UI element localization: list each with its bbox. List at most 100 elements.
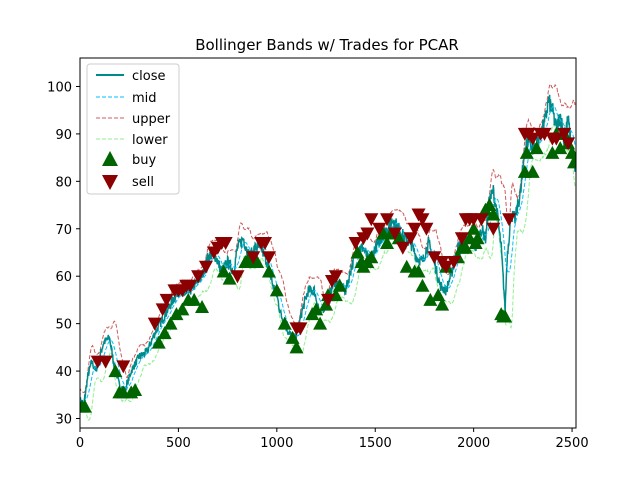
buy-marker — [486, 207, 501, 221]
sell-marker — [348, 237, 363, 250]
buy-marker — [195, 300, 210, 314]
buy-marker — [175, 302, 190, 316]
legend: close mid upper lower buy sell — [86, 63, 180, 195]
buy-marker — [466, 221, 481, 235]
sell-marker — [372, 222, 387, 236]
legend-buy-label: buy — [132, 153, 156, 168]
buy-marker — [289, 340, 304, 354]
x-tick-label: 1500 — [359, 436, 392, 451]
buy-marker — [498, 309, 513, 323]
buy-marker — [187, 292, 202, 306]
sell-marker — [328, 270, 343, 284]
legend-sell-marker — [102, 175, 118, 190]
buy-marker — [222, 271, 237, 285]
y-tick-label: 30 — [55, 413, 72, 428]
legend-mid-label: mid — [132, 91, 157, 106]
sell-marker — [427, 251, 442, 265]
sell-marker — [380, 213, 395, 227]
y-tick-label: 60 — [55, 270, 72, 285]
sell-marker — [364, 213, 379, 227]
sell-marker — [395, 241, 410, 255]
sell-marker — [549, 132, 564, 146]
sell-marker — [258, 237, 273, 250]
y-tick-label: 90 — [55, 128, 72, 143]
series-lower — [80, 123, 576, 422]
sell-marker — [474, 213, 489, 227]
sell-marker — [557, 127, 572, 141]
buy-marker — [529, 141, 544, 155]
buy-marker — [313, 316, 328, 330]
buy-marker — [157, 326, 172, 340]
x-tick-label: 2000 — [457, 436, 490, 451]
sell-marker — [419, 222, 434, 236]
sell-marker — [147, 317, 162, 331]
buy-marker — [567, 155, 576, 169]
buy-marker — [261, 264, 276, 278]
buy-marker — [470, 231, 485, 245]
buy-marker — [482, 198, 497, 212]
buy-marker — [364, 250, 379, 264]
sell-marker — [561, 137, 576, 151]
sell-marker — [403, 232, 418, 246]
buy-marker — [350, 245, 365, 259]
y-tick-label: 100 — [47, 80, 72, 95]
sell-marker — [321, 293, 335, 307]
chart-title: Bollinger Bands w/ Trades for PCAR — [195, 36, 459, 54]
sell-marker — [502, 213, 517, 227]
buy-marker — [525, 164, 540, 178]
buy-marker — [380, 236, 395, 249]
buy-marker — [250, 254, 265, 268]
sell-marker — [415, 213, 430, 227]
sell-marker — [159, 293, 174, 307]
sell-marker — [246, 251, 261, 265]
buy-marker — [285, 330, 300, 344]
buy-marker — [553, 141, 568, 155]
buy-marker — [411, 264, 426, 278]
buy-marker — [435, 297, 450, 311]
axes: 0 500 1000 1500 2000 2500 30 40 50 60 70 80 90 100 — [47, 80, 588, 451]
buy-marker — [269, 283, 284, 297]
sell-marker — [387, 227, 402, 241]
y-tick-label: 40 — [55, 365, 72, 380]
sell-marker — [525, 132, 540, 146]
sell-marker — [191, 270, 206, 284]
y-tick-label: 80 — [55, 175, 72, 190]
buy-marker — [399, 259, 414, 273]
buy-marker — [431, 288, 446, 302]
buy-marker — [458, 240, 473, 254]
legend-lower-label: lower — [132, 133, 168, 148]
x-tick-label: 1000 — [260, 436, 293, 451]
legend-close-label: close — [132, 69, 165, 84]
buy-marker — [565, 145, 576, 159]
legend-sell-label: sell — [132, 175, 154, 190]
sell-marker — [407, 222, 422, 236]
buy-marker — [108, 364, 123, 378]
buy-marker — [151, 335, 166, 349]
x-tick-label: 0 — [76, 436, 84, 451]
sell-marker — [454, 232, 469, 246]
legend-upper-label: upper — [132, 112, 171, 127]
sell-marker — [98, 355, 113, 369]
sell-marker — [261, 251, 276, 265]
y-tick-label: 70 — [55, 223, 72, 238]
buy-marker — [163, 316, 178, 330]
axes-frame — [79, 57, 577, 429]
buy-marker — [391, 231, 406, 245]
buy-marker — [423, 292, 438, 306]
sell-marker — [183, 279, 198, 293]
buy-marker — [415, 278, 430, 292]
legend-buy-marker — [102, 151, 118, 166]
plot-area — [80, 82, 576, 422]
sell-marker — [230, 270, 245, 284]
sell-marker — [293, 322, 308, 336]
sell-marker — [486, 222, 501, 236]
buy-marker — [332, 278, 347, 292]
buy-marker — [319, 297, 334, 311]
buy-marker — [519, 145, 534, 159]
y-tick-label: 50 — [55, 318, 72, 333]
sell-marker — [218, 237, 233, 250]
sell-marker — [446, 255, 461, 269]
sell-marker — [198, 260, 213, 274]
buy-marker — [309, 302, 324, 316]
